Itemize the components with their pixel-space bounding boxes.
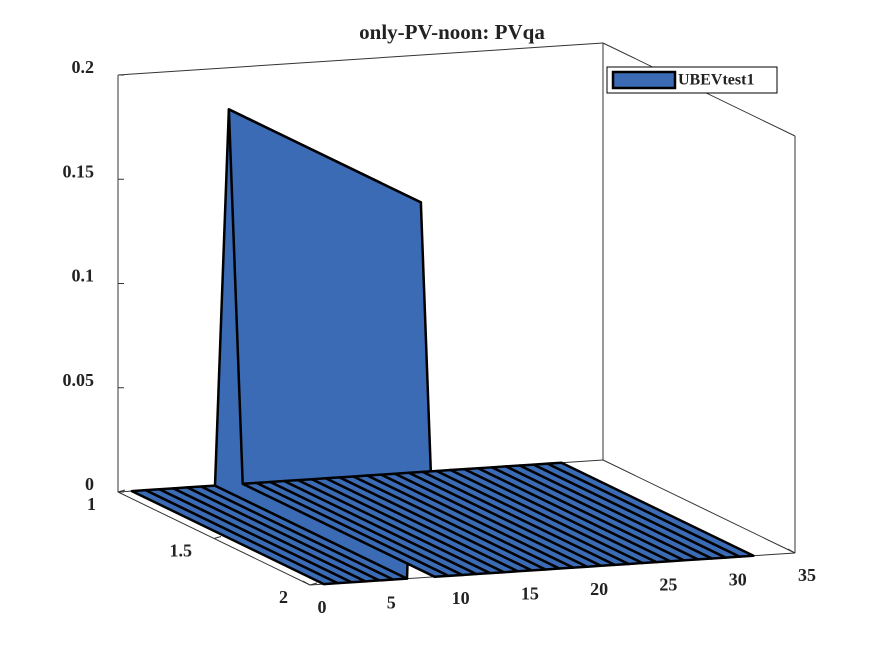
y-tick-label: 1 [87, 494, 96, 514]
ribbon-face [546, 461, 755, 558]
z-tick-label: 0.1 [72, 266, 95, 286]
y-tick-label: 1.5 [170, 541, 193, 561]
chart-title: only-PV-noon: PVqa [359, 20, 545, 44]
axis-line [117, 42, 604, 76]
x-tick-label: 25 [659, 574, 677, 594]
y-tick [213, 536, 222, 539]
legend-label: UBEVtest1 [678, 72, 754, 89]
z-tick-label: 0.15 [63, 161, 95, 181]
x-tick [302, 580, 311, 586]
y-tick [117, 489, 126, 493]
y-tick [309, 582, 318, 586]
x-tick-label: 10 [452, 588, 470, 608]
z-tick-label: 0.05 [63, 370, 95, 390]
x-tick-label: 20 [590, 579, 608, 599]
z-tick-label: 0.2 [72, 57, 95, 77]
x-tick-label: 15 [521, 583, 539, 603]
x-tick-label: 0 [318, 597, 327, 617]
x-tick-label: 35 [798, 565, 816, 585]
legend-swatch [611, 70, 677, 90]
y-tick-label: 2 [279, 587, 288, 607]
axis-line [602, 459, 796, 554]
legend: UBEVtest1 [606, 66, 778, 94]
x-tick [787, 548, 796, 554]
x-tick-label: 30 [729, 570, 747, 590]
z-tick-label: 0 [85, 474, 94, 494]
x-tick-label: 5 [387, 593, 396, 613]
